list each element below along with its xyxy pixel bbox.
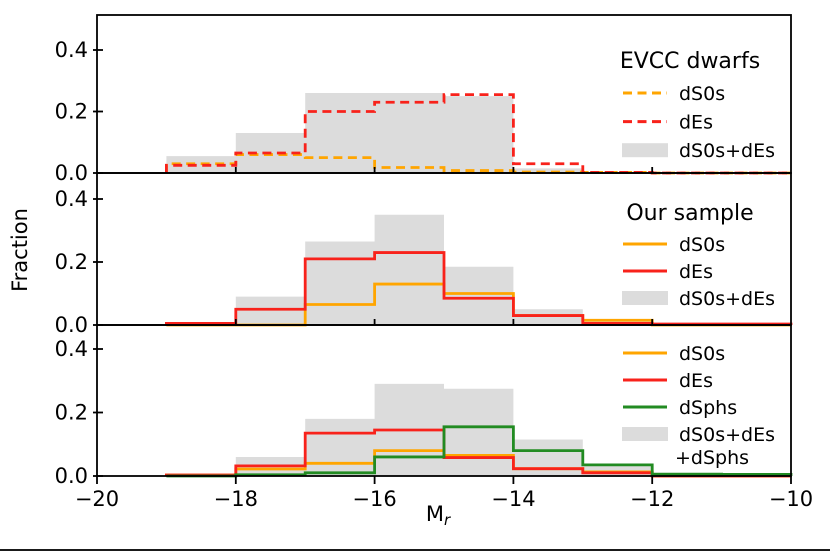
x-tick-label: −20 <box>75 487 119 511</box>
legend-entry-label: dS0s+dEs <box>679 288 775 310</box>
legend-swatch-fill <box>622 427 668 441</box>
series-fill-ds0s-des <box>166 214 791 325</box>
panel-frame-our-sample-with-dsphs <box>96 324 792 477</box>
y-tick-label: 0.2 <box>55 100 88 124</box>
y-tick-label: 0.2 <box>55 401 88 425</box>
series-fill-ds0s-des-dsphs <box>166 383 791 476</box>
legend-entry-label: dEs <box>679 370 713 392</box>
x-tick-label: −10 <box>769 487 813 511</box>
y-tick-label: 0.0 <box>55 464 88 488</box>
y-tick-label: 0.0 <box>55 161 88 185</box>
legend-title-our-sample: Our sample <box>626 201 753 226</box>
y-tick-label: 0.4 <box>55 337 88 361</box>
legend-swatch-fill <box>622 143 668 158</box>
legend-entry-label: dS0s <box>679 83 725 105</box>
x-tick-label: −12 <box>630 487 674 511</box>
legend-title-evcc: EVCC dwarfs <box>620 49 760 74</box>
legend-entry-label: dEs <box>679 112 713 134</box>
legend-entry-label: dS0s <box>679 234 725 256</box>
legend-entry-label: dEs <box>679 261 713 283</box>
series-fill-ds0s-des <box>166 93 791 173</box>
x-tick-label: −18 <box>214 487 258 511</box>
y-tick-label: 0.4 <box>55 187 88 211</box>
legend-swatch-fill <box>622 291 668 305</box>
y-tick-label: 0.4 <box>55 38 88 62</box>
legend-entry-label: dS0s+dEs <box>679 140 775 162</box>
legend-entry-label: dS0s <box>679 343 725 365</box>
bottom-divider <box>0 549 830 551</box>
y-tick-label: 0.2 <box>55 250 88 274</box>
x-tick-label: −14 <box>491 487 535 511</box>
y-axis-label: Fraction <box>8 208 32 292</box>
legend-entry-label: dS0s+dEs <box>679 424 775 446</box>
x-tick-label: −16 <box>352 487 396 511</box>
y-tick-label: 0.0 <box>55 313 88 337</box>
legend-entry-label: +dSphs <box>675 447 749 469</box>
series-line-dsphs <box>166 425 793 478</box>
legend-entry-label: dSphs <box>679 397 737 419</box>
x-axis-label: Mr <box>426 502 451 529</box>
